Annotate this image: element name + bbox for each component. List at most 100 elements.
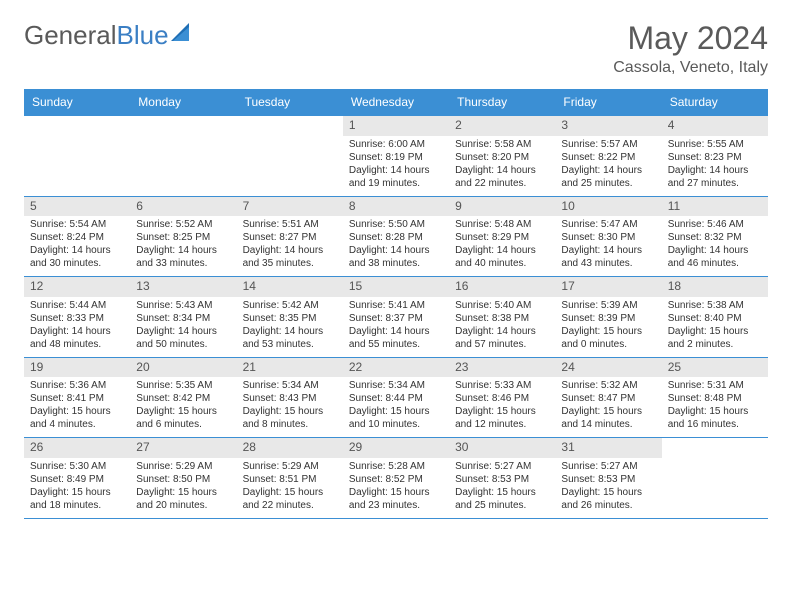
sunset-text: Sunset: 8:52 PM [349,473,443,486]
sunrise-text: Sunrise: 5:32 AM [561,379,655,392]
sunset-text: Sunset: 8:37 PM [349,312,443,325]
sunset-text: Sunset: 8:38 PM [455,312,549,325]
sunrise-text: Sunrise: 5:41 AM [349,299,443,312]
day-cell: 16Sunrise: 5:40 AMSunset: 8:38 PMDayligh… [449,277,555,357]
day-cell: 19Sunrise: 5:36 AMSunset: 8:41 PMDayligh… [24,358,130,438]
daylight-text: Daylight: 14 hours and 35 minutes. [243,244,337,270]
sunrise-text: Sunrise: 5:36 AM [30,379,124,392]
daylight-text: Daylight: 15 hours and 23 minutes. [349,486,443,512]
daylight-text: Daylight: 15 hours and 18 minutes. [30,486,124,512]
day-info: Sunrise: 5:47 AMSunset: 8:30 PMDaylight:… [561,218,655,270]
sunset-text: Sunset: 8:34 PM [136,312,230,325]
day-info: Sunrise: 5:55 AMSunset: 8:23 PMDaylight:… [668,138,762,190]
daylight-text: Daylight: 14 hours and 30 minutes. [30,244,124,270]
daylight-text: Daylight: 14 hours and 22 minutes. [455,164,549,190]
day-number: 27 [130,438,236,458]
sunset-text: Sunset: 8:35 PM [243,312,337,325]
weekday-header: Monday [130,89,236,115]
day-number: 4 [662,116,768,136]
day-info: Sunrise: 5:36 AMSunset: 8:41 PMDaylight:… [30,379,124,431]
logo-text-2: Blue [117,20,169,51]
day-cell [237,116,343,196]
sunrise-text: Sunrise: 5:47 AM [561,218,655,231]
sunset-text: Sunset: 8:49 PM [30,473,124,486]
week-row: 5Sunrise: 5:54 AMSunset: 8:24 PMDaylight… [24,197,768,278]
sunrise-text: Sunrise: 5:40 AM [455,299,549,312]
sunrise-text: Sunrise: 5:35 AM [136,379,230,392]
daylight-text: Daylight: 14 hours and 53 minutes. [243,325,337,351]
sunrise-text: Sunrise: 5:46 AM [668,218,762,231]
day-cell: 25Sunrise: 5:31 AMSunset: 8:48 PMDayligh… [662,358,768,438]
day-cell: 14Sunrise: 5:42 AMSunset: 8:35 PMDayligh… [237,277,343,357]
title-block: May 2024 Cassola, Veneto, Italy [613,20,768,77]
day-number: 29 [343,438,449,458]
weekday-header: Tuesday [237,89,343,115]
daylight-text: Daylight: 14 hours and 57 minutes. [455,325,549,351]
sunset-text: Sunset: 8:46 PM [455,392,549,405]
sunrise-text: Sunrise: 5:33 AM [455,379,549,392]
daylight-text: Daylight: 15 hours and 12 minutes. [455,405,549,431]
daylight-text: Daylight: 14 hours and 48 minutes. [30,325,124,351]
calendar: SundayMondayTuesdayWednesdayThursdayFrid… [24,89,768,519]
sunset-text: Sunset: 8:42 PM [136,392,230,405]
sunrise-text: Sunrise: 5:34 AM [243,379,337,392]
day-cell: 10Sunrise: 5:47 AMSunset: 8:30 PMDayligh… [555,197,661,277]
sunrise-text: Sunrise: 5:38 AM [668,299,762,312]
sunrise-text: Sunrise: 5:39 AM [561,299,655,312]
sunset-text: Sunset: 8:50 PM [136,473,230,486]
day-number: 16 [449,277,555,297]
day-cell: 28Sunrise: 5:29 AMSunset: 8:51 PMDayligh… [237,438,343,518]
day-info: Sunrise: 6:00 AMSunset: 8:19 PMDaylight:… [349,138,443,190]
sunrise-text: Sunrise: 5:43 AM [136,299,230,312]
sunrise-text: Sunrise: 5:50 AM [349,218,443,231]
day-info: Sunrise: 5:34 AMSunset: 8:43 PMDaylight:… [243,379,337,431]
day-number: 13 [130,277,236,297]
calendar-body: 1Sunrise: 6:00 AMSunset: 8:19 PMDaylight… [24,115,768,519]
day-cell: 23Sunrise: 5:33 AMSunset: 8:46 PMDayligh… [449,358,555,438]
day-number: 3 [555,116,661,136]
day-cell: 12Sunrise: 5:44 AMSunset: 8:33 PMDayligh… [24,277,130,357]
daylight-text: Daylight: 15 hours and 16 minutes. [668,405,762,431]
day-cell: 11Sunrise: 5:46 AMSunset: 8:32 PMDayligh… [662,197,768,277]
day-info: Sunrise: 5:40 AMSunset: 8:38 PMDaylight:… [455,299,549,351]
day-number: 17 [555,277,661,297]
day-number: 5 [24,197,130,217]
day-info: Sunrise: 5:29 AMSunset: 8:50 PMDaylight:… [136,460,230,512]
weekday-header: Sunday [24,89,130,115]
sunset-text: Sunset: 8:41 PM [30,392,124,405]
daylight-text: Daylight: 14 hours and 38 minutes. [349,244,443,270]
day-cell: 20Sunrise: 5:35 AMSunset: 8:42 PMDayligh… [130,358,236,438]
week-row: 12Sunrise: 5:44 AMSunset: 8:33 PMDayligh… [24,277,768,358]
week-row: 1Sunrise: 6:00 AMSunset: 8:19 PMDaylight… [24,116,768,197]
day-info: Sunrise: 5:48 AMSunset: 8:29 PMDaylight:… [455,218,549,270]
weekday-header: Thursday [449,89,555,115]
sunrise-text: Sunrise: 5:34 AM [349,379,443,392]
day-cell: 4Sunrise: 5:55 AMSunset: 8:23 PMDaylight… [662,116,768,196]
sunset-text: Sunset: 8:40 PM [668,312,762,325]
daylight-text: Daylight: 14 hours and 40 minutes. [455,244,549,270]
day-number: 15 [343,277,449,297]
sunset-text: Sunset: 8:32 PM [668,231,762,244]
day-info: Sunrise: 5:27 AMSunset: 8:53 PMDaylight:… [561,460,655,512]
sunrise-text: Sunrise: 5:55 AM [668,138,762,151]
sunset-text: Sunset: 8:29 PM [455,231,549,244]
logo-text-1: General [24,20,117,51]
sunrise-text: Sunrise: 5:42 AM [243,299,337,312]
day-info: Sunrise: 5:38 AMSunset: 8:40 PMDaylight:… [668,299,762,351]
calendar-page: GeneralBlue May 2024 Cassola, Veneto, It… [0,0,792,539]
daylight-text: Daylight: 15 hours and 0 minutes. [561,325,655,351]
day-cell: 31Sunrise: 5:27 AMSunset: 8:53 PMDayligh… [555,438,661,518]
day-number: 28 [237,438,343,458]
day-info: Sunrise: 5:27 AMSunset: 8:53 PMDaylight:… [455,460,549,512]
day-number: 10 [555,197,661,217]
day-cell: 2Sunrise: 5:58 AMSunset: 8:20 PMDaylight… [449,116,555,196]
logo-sail-icon [171,19,193,50]
day-info: Sunrise: 5:54 AMSunset: 8:24 PMDaylight:… [30,218,124,270]
daylight-text: Daylight: 14 hours and 27 minutes. [668,164,762,190]
day-number: 2 [449,116,555,136]
daylight-text: Daylight: 14 hours and 19 minutes. [349,164,443,190]
sunrise-text: Sunrise: 6:00 AM [349,138,443,151]
day-info: Sunrise: 5:32 AMSunset: 8:47 PMDaylight:… [561,379,655,431]
day-info: Sunrise: 5:28 AMSunset: 8:52 PMDaylight:… [349,460,443,512]
sunset-text: Sunset: 8:53 PM [455,473,549,486]
